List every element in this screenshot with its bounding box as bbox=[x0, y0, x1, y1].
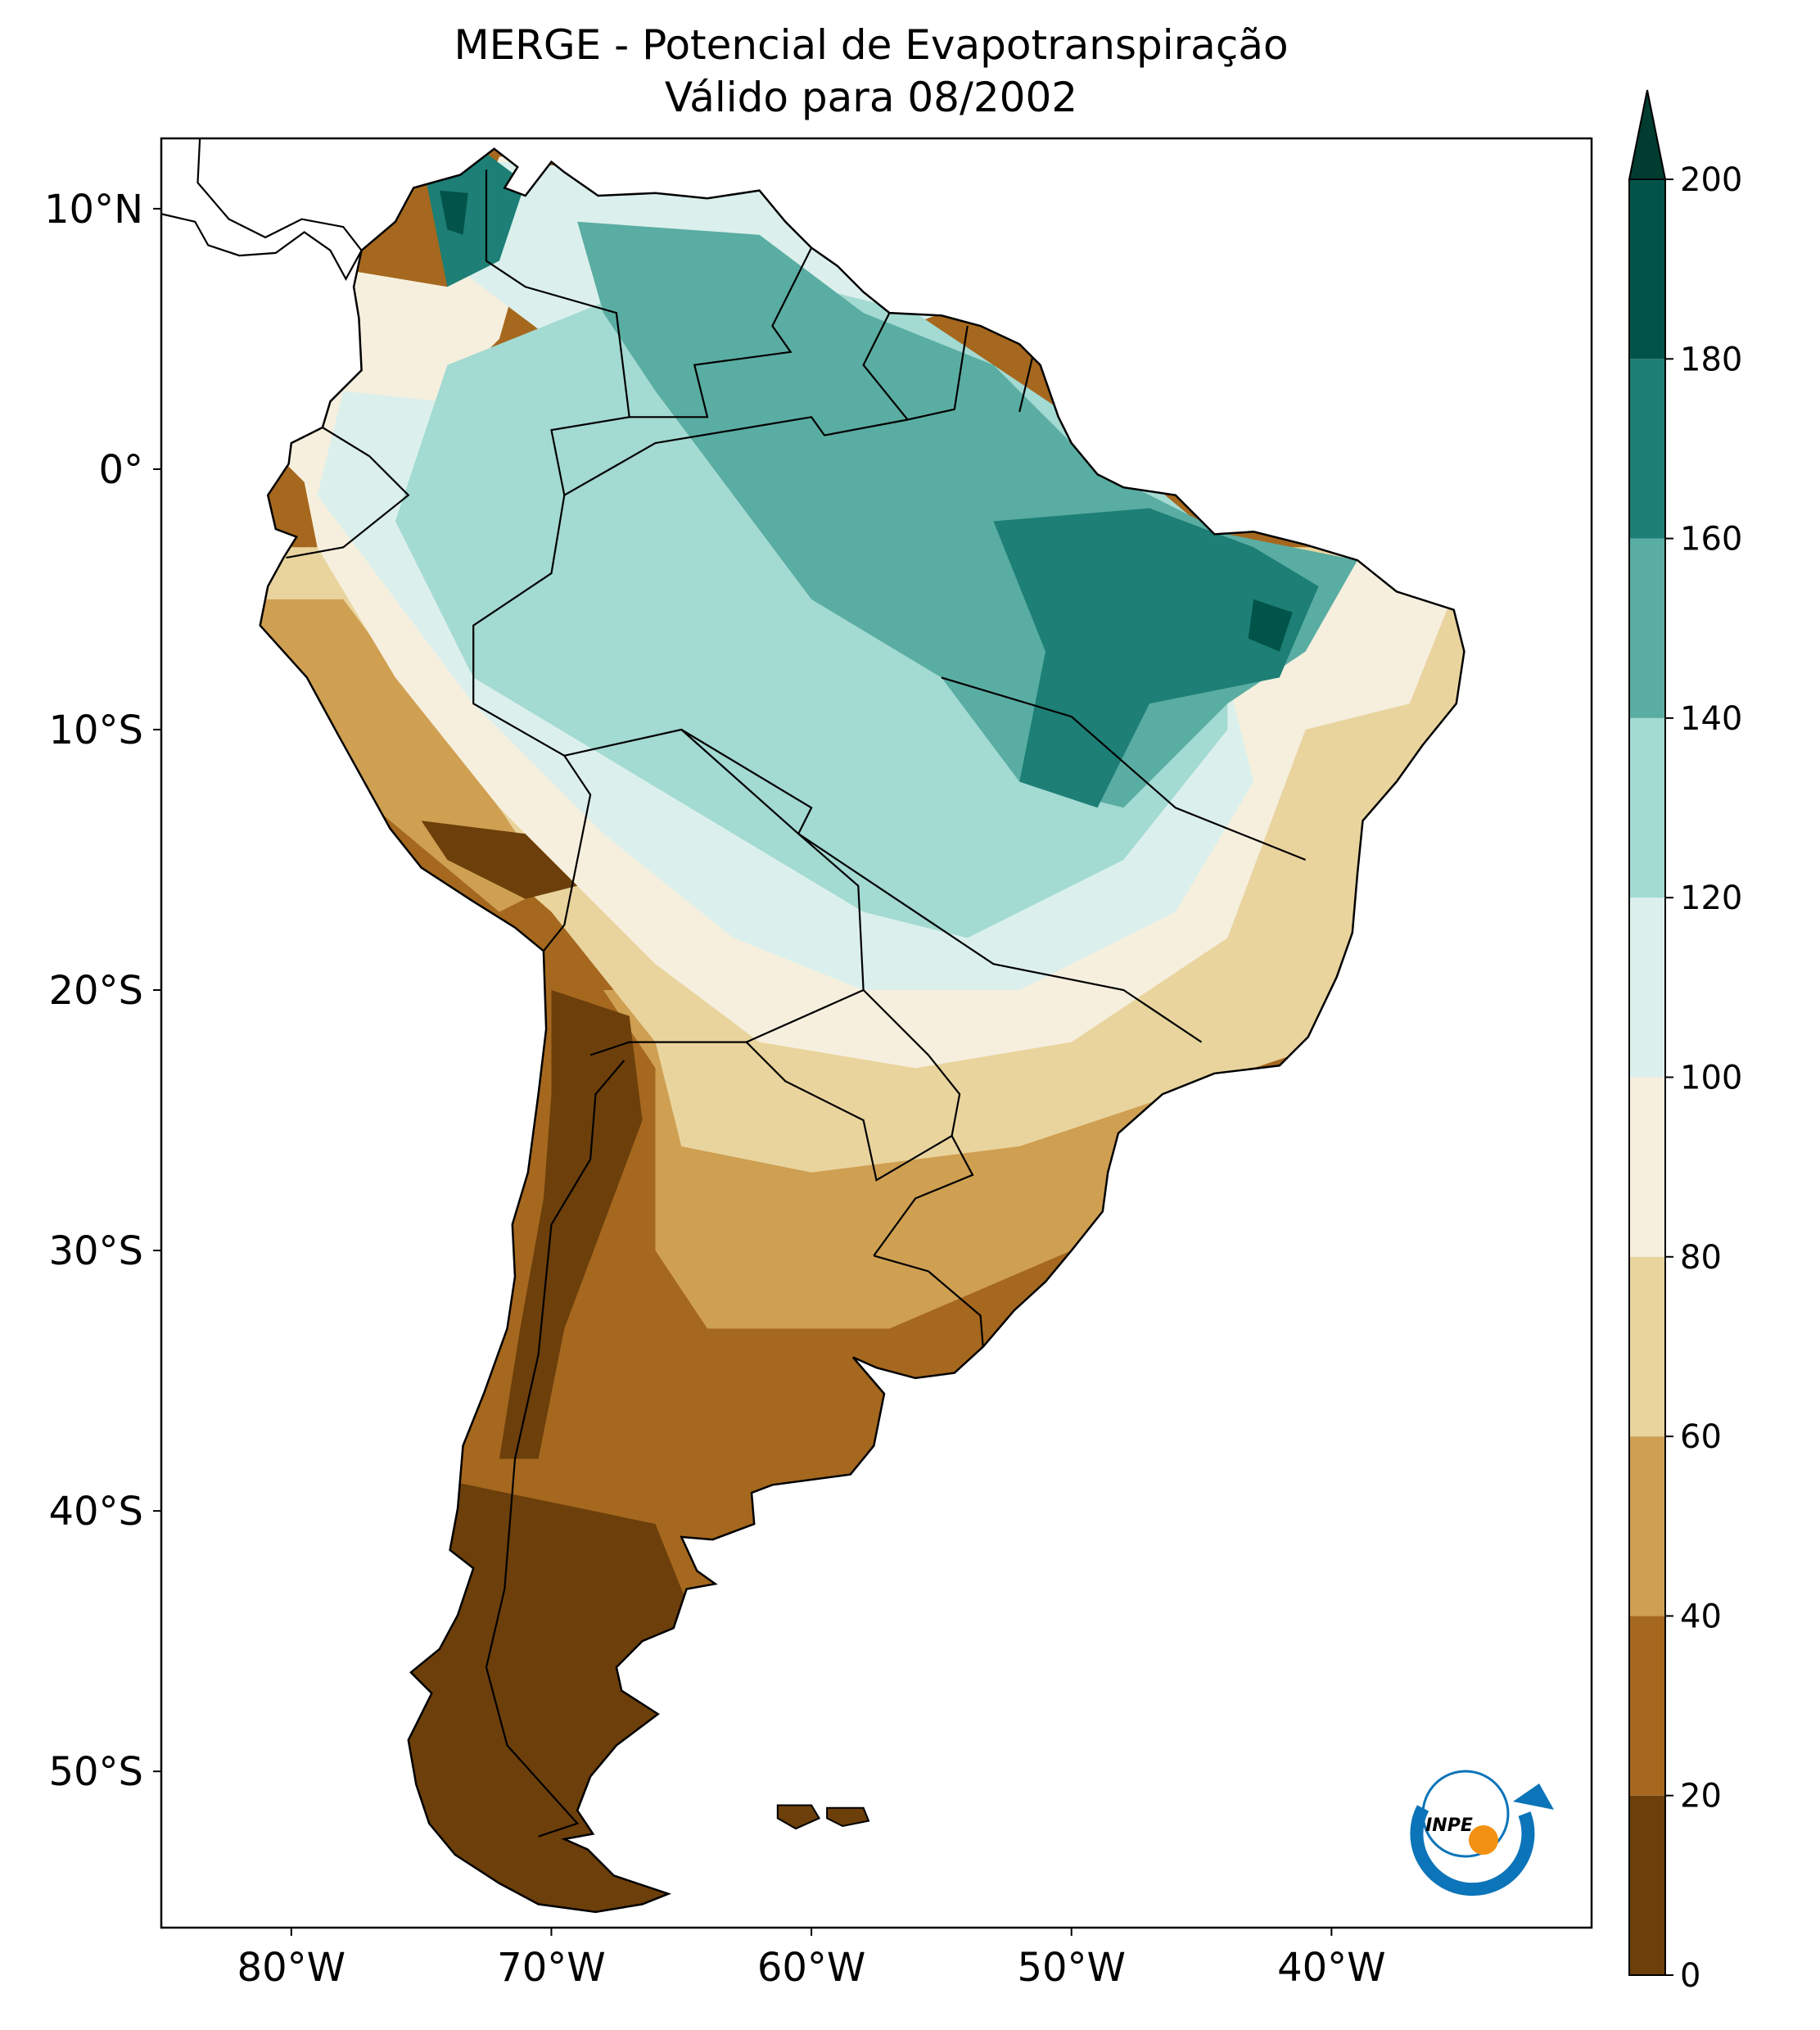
y-tick-label: 10°S bbox=[48, 708, 143, 753]
colorbar-extension bbox=[1628, 89, 1667, 180]
colorbar-tick-label: 180 bbox=[1680, 341, 1742, 378]
country-border bbox=[629, 247, 813, 418]
x-tick-label: 70°W bbox=[497, 1945, 606, 1991]
logo-arrow bbox=[1513, 1784, 1554, 1810]
logo-ring bbox=[1421, 1770, 1510, 1858]
colorbar-tick-label: 20 bbox=[1680, 1778, 1722, 1815]
colorbar-tick-label: 200 bbox=[1680, 161, 1742, 199]
country-border bbox=[286, 427, 410, 559]
colorbar-segment bbox=[1629, 538, 1665, 718]
colorbar-segment bbox=[1629, 1077, 1665, 1257]
central-america bbox=[161, 138, 363, 281]
country-border bbox=[680, 729, 1203, 1043]
colorbar-segment bbox=[1629, 897, 1665, 1078]
colorbar-segment bbox=[1629, 1795, 1665, 1975]
y-tick-label: 10°N bbox=[44, 187, 143, 233]
colorbar-tick-label: 140 bbox=[1680, 700, 1742, 738]
country-border bbox=[485, 1060, 625, 1838]
colorbar-segment bbox=[1629, 359, 1665, 539]
colorbar-tick-label: 0 bbox=[1680, 1957, 1700, 1995]
country-border bbox=[745, 989, 961, 1182]
inpe-logo: INPE bbox=[1410, 1770, 1554, 1897]
country-border bbox=[563, 416, 908, 496]
y-tick-label: 0° bbox=[98, 447, 143, 493]
evapotranspiration-region bbox=[439, 190, 468, 235]
x-tick-label: 50°W bbox=[1017, 1945, 1126, 1991]
island bbox=[776, 1804, 821, 1830]
colorbar-segment bbox=[1629, 717, 1665, 898]
evapotranspiration-region bbox=[993, 508, 1319, 808]
chart-subtitle: Válido para 08/2002 bbox=[665, 74, 1077, 121]
colorbar-segment bbox=[1629, 1436, 1665, 1616]
coastline bbox=[259, 147, 1465, 1914]
country-border bbox=[564, 728, 865, 1056]
logo-arc bbox=[1410, 1805, 1535, 1897]
colorbar-tick-label: 60 bbox=[1680, 1418, 1722, 1456]
evapotranspiration-region bbox=[499, 990, 643, 1459]
x-tick-label: 60°W bbox=[757, 1945, 866, 1991]
x-tick-label: 80°W bbox=[237, 1945, 346, 1991]
colorbar-segment bbox=[1629, 1256, 1665, 1437]
map-frame bbox=[160, 137, 1593, 1929]
logo-sun bbox=[1469, 1825, 1498, 1855]
country-border bbox=[1018, 356, 1034, 413]
y-tick-label: 30°S bbox=[48, 1228, 143, 1274]
colorbar-segment bbox=[1629, 1616, 1665, 1796]
island bbox=[826, 1806, 870, 1828]
country-border bbox=[873, 1255, 984, 1347]
y-tick-label: 40°S bbox=[48, 1489, 143, 1535]
colorbar-tick-label: 160 bbox=[1680, 521, 1742, 558]
evapotranspiration-region bbox=[1248, 599, 1293, 652]
y-tick-label: 20°S bbox=[48, 968, 143, 1014]
country-border bbox=[472, 170, 630, 952]
colorbar-tick-label: 120 bbox=[1680, 879, 1742, 917]
chart-title: MERGE - Potencial de Evapotranspiração bbox=[454, 21, 1288, 69]
colorbar-tick-label: 80 bbox=[1680, 1239, 1722, 1277]
land-fill bbox=[260, 148, 1465, 1912]
logo-text: INPE bbox=[1425, 1815, 1473, 1836]
map bbox=[161, 138, 1465, 1914]
evapotranspiration-region bbox=[421, 821, 578, 899]
x-tick-label: 40°W bbox=[1277, 1945, 1386, 1991]
country-border bbox=[873, 1135, 974, 1257]
colorbar-tick-label: 40 bbox=[1680, 1598, 1722, 1635]
colorbar-segment bbox=[1629, 179, 1665, 359]
colorbar-tick-label: 100 bbox=[1680, 1060, 1742, 1097]
y-tick-label: 50°S bbox=[48, 1749, 143, 1795]
country-border bbox=[941, 676, 1307, 861]
